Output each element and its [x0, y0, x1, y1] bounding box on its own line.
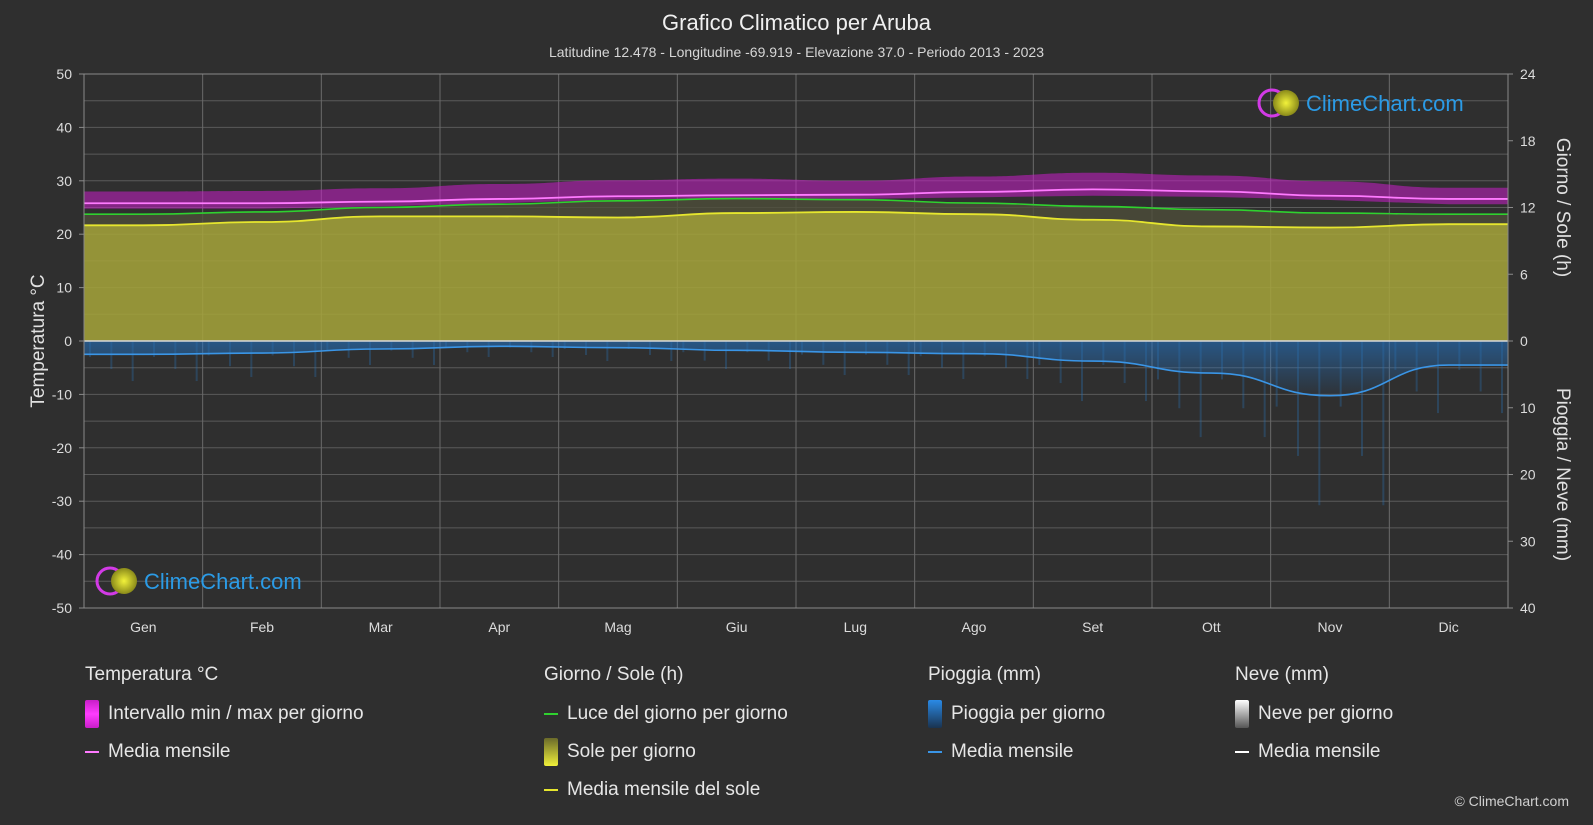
logo-sun-icon — [1273, 90, 1299, 116]
month-label: Gen — [130, 619, 156, 635]
sun-swatch — [544, 738, 558, 766]
month-label: Apr — [488, 619, 510, 635]
rain-swatch — [928, 700, 942, 728]
logo-bottom-left: ClimeChart.com — [95, 566, 302, 596]
left-tick-label: 50 — [56, 66, 72, 82]
right-top-tick-label: 24 — [1520, 66, 1536, 82]
sunshine-area — [84, 211, 1508, 341]
chart-subtitle: Latitudine 12.478 - Longitudine -69.919 … — [548, 44, 1045, 60]
legend-temperature-title: Temperatura °C — [85, 664, 219, 685]
legend-temp-range-label: Intervallo min / max per giorno — [108, 703, 364, 724]
month-label: Mar — [369, 619, 393, 635]
legend-daylight-label: Luce del giorno per giorno — [567, 703, 788, 724]
right-bottom-tick-label: 30 — [1520, 533, 1536, 549]
legend-daylight: Luce del giorno per giorno — [544, 703, 788, 725]
logo-top-right: ClimeChart.com — [1257, 88, 1464, 118]
legend-temp-mean: Media mensile — [85, 741, 231, 763]
logos: ClimeChart.com ClimeChart.com — [95, 88, 1464, 596]
legend-daysun-title: Giorno / Sole (h) — [544, 664, 684, 685]
month-label: Ott — [1202, 619, 1221, 635]
chart-title: Grafico Climatico per Aruba — [662, 10, 931, 35]
daylight-swatch — [544, 713, 558, 715]
legend-rain: Pioggia per giorno — [928, 700, 1105, 728]
logo-sun-icon — [111, 568, 137, 594]
left-tick-label: 40 — [56, 119, 72, 135]
snow-mean-swatch — [1235, 751, 1249, 753]
left-tick-label: -30 — [52, 493, 72, 509]
month-label: Lug — [844, 619, 867, 635]
right-top-tick-label: 12 — [1520, 200, 1536, 216]
left-tick-label: 30 — [56, 173, 72, 189]
legend-snow-mean-label: Media mensile — [1258, 741, 1381, 762]
legend-rain-mean: Media mensile — [928, 741, 1074, 763]
axes: 50 40 30 20 10 0 -10 -20 -30 -40 -50 24 18 12 6 0 10 20 30… — [28, 66, 1573, 635]
legend-temp-range: Intervallo min / max per giorno — [85, 700, 364, 728]
month-label: Giu — [726, 619, 748, 635]
rain-mean-swatch — [928, 751, 942, 753]
logo-text: ClimeChart.com — [144, 569, 302, 594]
right-top-tick-label: 18 — [1520, 133, 1536, 149]
daylight-line — [83, 197, 1508, 215]
rain-mean-line — [84, 345, 1508, 397]
legend-snow: Neve per giorno — [1235, 700, 1393, 728]
rain-area — [84, 341, 1508, 396]
legend-snow-title: Neve (mm) — [1235, 664, 1329, 685]
legend-snow-label: Neve per giorno — [1258, 703, 1394, 724]
right-bottom-axis-title: Pioggia / Neve (mm) — [1552, 388, 1573, 561]
left-tick-label: 0 — [64, 333, 72, 349]
month-label: Nov — [1318, 619, 1343, 635]
left-axis-title: Temperatura °C — [28, 274, 49, 407]
legend-sun-mean: Media mensile del sole — [544, 779, 760, 801]
legend-rain-title: Pioggia (mm) — [928, 664, 1041, 685]
right-bottom-tick-label: 10 — [1520, 400, 1536, 416]
legend-sun-label: Sole per giorno — [567, 741, 696, 762]
month-label: Feb — [250, 619, 274, 635]
climate-chart: 50 40 30 20 10 0 -10 -20 -30 -40 -50 24 18 12 6 0 10 20 30… — [28, 66, 1573, 635]
left-tick-label: -10 — [52, 386, 72, 402]
left-tick-label: -20 — [52, 440, 72, 456]
month-label: Mag — [604, 619, 631, 635]
temp-range-swatch — [85, 700, 99, 728]
right-top-axis-title: Giorno / Sole (h) — [1552, 138, 1573, 277]
legend-sun: Sole per giorno — [544, 738, 696, 766]
legend-rain-mean-label: Media mensile — [951, 741, 1074, 762]
chart-lines — [83, 188, 1508, 397]
left-tick-label: 20 — [56, 226, 72, 242]
legend-temp-mean-label: Media mensile — [108, 741, 231, 762]
left-tick-label: 10 — [56, 280, 72, 296]
snow-swatch — [1235, 700, 1249, 728]
temp-mean-swatch — [85, 751, 99, 753]
sun-mean-swatch — [544, 789, 558, 791]
chart-areas — [84, 172, 1508, 506]
sun-mean-line — [84, 211, 1508, 229]
temperature-mean-line — [83, 188, 1508, 205]
logo-text: ClimeChart.com — [1306, 91, 1464, 116]
legend-rain-label: Pioggia per giorno — [951, 703, 1106, 724]
left-tick-label: -40 — [52, 547, 72, 563]
left-tick-label: -50 — [52, 600, 72, 616]
month-label: Set — [1082, 619, 1103, 635]
right-top-tick-label: 0 — [1520, 333, 1528, 349]
copyright: © ClimeChart.com — [1454, 793, 1569, 809]
legend-snow-mean: Media mensile — [1235, 741, 1381, 763]
right-top-tick-label: 6 — [1520, 266, 1528, 282]
right-bottom-tick-label: 20 — [1520, 467, 1536, 483]
month-label: Ago — [962, 619, 987, 635]
right-bottom-tick-label: 40 — [1520, 600, 1536, 616]
month-label: Dic — [1439, 619, 1459, 635]
legend-sun-mean-label: Media mensile del sole — [567, 779, 761, 800]
